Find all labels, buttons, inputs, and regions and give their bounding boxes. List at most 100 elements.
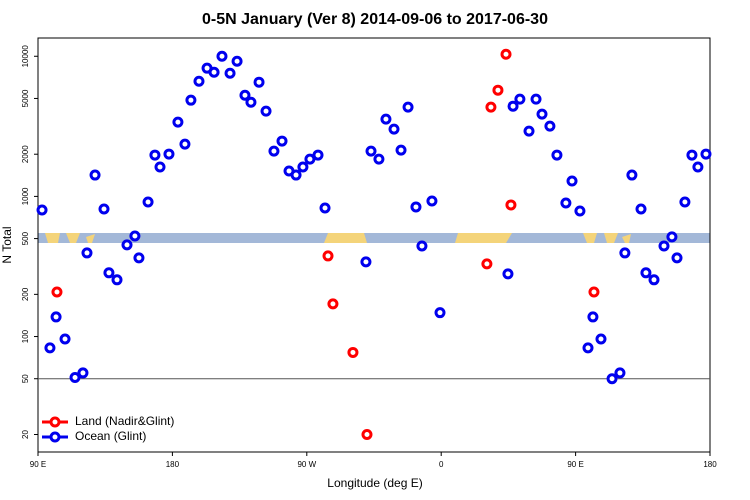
land-patch [324,233,367,243]
data-point [253,76,265,88]
y-tick-label: 100 [21,329,30,343]
data-point [492,84,504,96]
y-tick-label: 1000 [21,187,30,205]
data-point [81,247,93,259]
data-point [560,197,572,209]
data-point [523,125,535,137]
data-point [142,196,154,208]
data-point [133,252,145,264]
data-point [566,175,578,187]
data-point [671,252,683,264]
legend-marker [49,416,61,428]
data-point [231,55,243,67]
data-point [614,367,626,379]
data-point [154,161,166,173]
data-point [640,267,652,279]
data-point [89,169,101,181]
data-point [319,202,331,214]
data-point [380,113,392,125]
land-patch [66,233,80,243]
x-axis-label: Longitude (deg E) [327,476,422,490]
data-point [304,153,316,165]
data-point [36,204,48,216]
data-point [426,195,438,207]
data-point [185,94,197,106]
data-point [268,145,280,157]
data-point [193,75,205,87]
x-tick-label: 90 E [30,460,46,469]
data-point [239,89,251,101]
data-point [692,161,704,173]
data-point [373,153,385,165]
y-axis-label: N Total [0,226,14,263]
data-point [481,258,493,270]
data-point [700,148,712,160]
land-patch [604,233,618,243]
data-point [163,148,175,160]
data-point [50,311,62,323]
data-point [686,149,698,161]
data-point [360,256,372,268]
data-point [530,93,542,105]
data-point [395,144,407,156]
data-point [507,100,519,112]
data-point [544,120,556,132]
data-point [365,145,377,157]
data-point [502,268,514,280]
data-point [172,116,184,128]
data-point [595,333,607,345]
data-point [388,123,400,135]
data-point [327,298,339,310]
data-point [587,311,599,323]
data-point [245,96,257,108]
data-point [297,161,309,173]
data-point [402,101,414,113]
data-point [582,342,594,354]
x-tick-label: 90 E [567,460,583,469]
data-point [679,196,691,208]
data-point [485,101,497,113]
plot-frame [37,37,711,453]
legend-label: Ocean (Glint) [75,429,146,443]
land-patch [86,234,95,243]
map-strip [38,233,710,243]
y-tick-label: 10000 [21,45,30,68]
data-point [416,240,428,252]
data-point [574,205,586,217]
data-point [551,149,563,161]
x-tick-label: 90 W [297,460,316,469]
y-tick-label: 5000 [21,89,30,107]
chart-title: 0-5N January (Ver 8) 2014-09-06 to 2017-… [202,11,548,28]
data-point [121,239,133,251]
y-tick-label: 50 [21,374,30,383]
data-point [635,203,647,215]
data-point [276,135,288,147]
data-point [658,240,670,252]
land-patch [583,233,597,243]
data-point [500,48,512,60]
data-point [347,346,359,358]
land-patch [45,233,60,243]
data-point [149,149,161,161]
data-point [98,203,110,215]
x-tick-label: 180 [166,460,180,469]
data-point [59,333,71,345]
data-point [410,201,422,213]
data-point [588,286,600,298]
x-tick-label: 180 [703,460,717,469]
y-tick-label: 200 [21,287,30,301]
data-point [619,247,631,259]
data-point [44,342,56,354]
legend-label: Land (Nadir&Glint) [75,414,174,428]
data-point [361,428,373,440]
data-point [179,138,191,150]
y-tick-label: 2000 [21,145,30,163]
data-point [536,108,548,120]
y-tick-label: 20 [21,429,30,438]
data-point [666,231,678,243]
x-tick-label: 0 [439,460,444,469]
ocean-strip [38,233,710,243]
data-point [224,67,236,79]
data-point [434,307,446,319]
